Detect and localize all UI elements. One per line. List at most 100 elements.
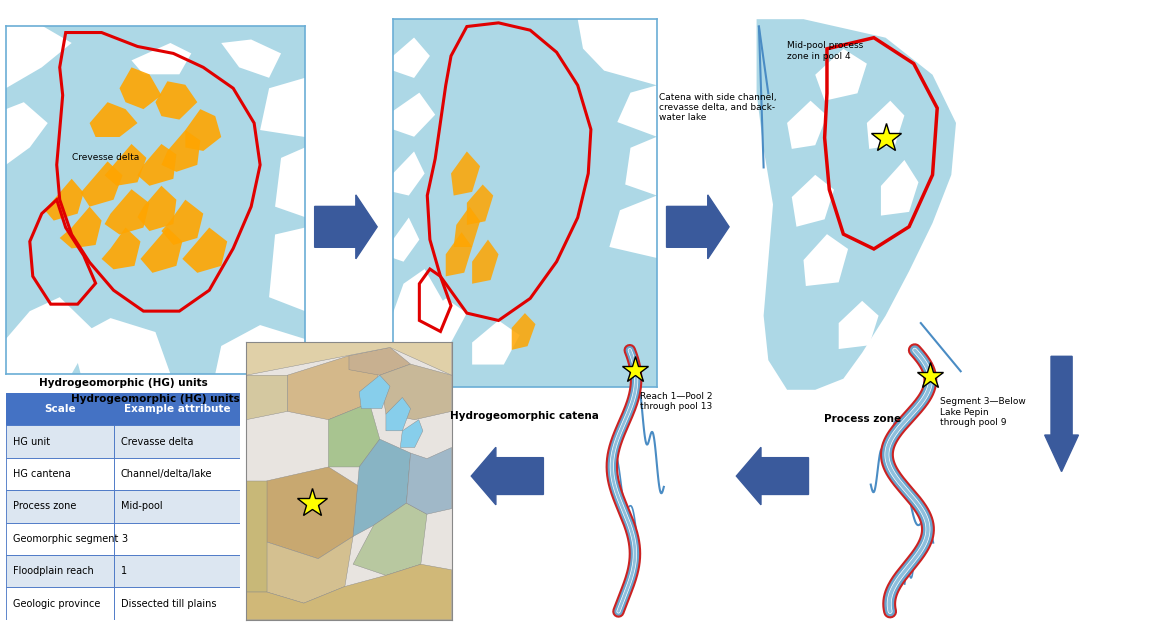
Polygon shape: [182, 227, 228, 273]
Polygon shape: [787, 101, 827, 149]
Polygon shape: [6, 297, 95, 374]
Polygon shape: [6, 102, 48, 165]
Polygon shape: [246, 342, 452, 375]
Polygon shape: [120, 67, 162, 109]
FancyBboxPatch shape: [6, 490, 114, 523]
Text: Dissected till plains: Dissected till plains: [121, 599, 216, 608]
Text: Channel/delta/lake: Channel/delta/lake: [121, 469, 212, 479]
Polygon shape: [45, 179, 83, 220]
FancyBboxPatch shape: [6, 555, 114, 587]
Polygon shape: [162, 199, 203, 245]
Polygon shape: [81, 162, 122, 206]
Polygon shape: [815, 49, 867, 101]
Text: HG cantena: HG cantena: [13, 469, 70, 479]
FancyBboxPatch shape: [6, 523, 114, 555]
Polygon shape: [155, 81, 197, 119]
Polygon shape: [246, 481, 266, 592]
FancyArrow shape: [314, 195, 378, 259]
Polygon shape: [393, 151, 425, 196]
Polygon shape: [610, 196, 657, 258]
Text: Reach 1—Pool 2
through pool 13: Reach 1—Pool 2 through pool 13: [639, 392, 712, 412]
Polygon shape: [472, 240, 499, 284]
Polygon shape: [578, 19, 657, 86]
Polygon shape: [393, 269, 446, 350]
Text: Process zone: Process zone: [13, 502, 76, 511]
Text: 1: 1: [121, 566, 127, 576]
Text: Hydrogeomorphic (HG) units: Hydrogeomorphic (HG) units: [39, 378, 208, 388]
Text: Hydrogeomorphic (HG) units: Hydrogeomorphic (HG) units: [72, 394, 239, 404]
FancyBboxPatch shape: [114, 426, 240, 458]
Text: Floodplain reach: Floodplain reach: [13, 566, 94, 576]
Polygon shape: [185, 109, 222, 151]
Text: Geomorphic segment: Geomorphic segment: [13, 534, 118, 544]
Polygon shape: [420, 298, 467, 343]
Text: Geologic province: Geologic province: [13, 599, 100, 608]
FancyBboxPatch shape: [114, 393, 240, 426]
FancyBboxPatch shape: [114, 555, 240, 587]
Polygon shape: [446, 233, 472, 276]
FancyBboxPatch shape: [6, 426, 114, 458]
Polygon shape: [104, 189, 149, 235]
Polygon shape: [393, 217, 420, 262]
FancyBboxPatch shape: [6, 458, 114, 490]
Text: Crevasse delta: Crevasse delta: [121, 436, 194, 447]
Polygon shape: [274, 148, 305, 217]
Text: HG unit: HG unit: [13, 436, 50, 447]
Polygon shape: [380, 364, 452, 420]
Polygon shape: [867, 101, 904, 149]
Text: Example attribute: Example attribute: [124, 404, 230, 414]
Polygon shape: [246, 564, 452, 620]
Polygon shape: [137, 144, 176, 186]
Polygon shape: [839, 301, 879, 349]
Polygon shape: [353, 439, 411, 537]
Polygon shape: [89, 102, 137, 137]
Polygon shape: [72, 318, 170, 374]
Polygon shape: [328, 403, 380, 467]
FancyBboxPatch shape: [6, 587, 114, 620]
FancyBboxPatch shape: [114, 587, 240, 620]
FancyBboxPatch shape: [114, 490, 240, 523]
Polygon shape: [222, 40, 282, 78]
Polygon shape: [350, 348, 411, 375]
Polygon shape: [617, 86, 657, 137]
Text: Segment 3—Below
Lake Pepin
through pool 9: Segment 3—Below Lake Pepin through pool …: [940, 397, 1026, 427]
Polygon shape: [757, 19, 956, 390]
Polygon shape: [472, 321, 520, 364]
Polygon shape: [792, 175, 834, 227]
Polygon shape: [102, 227, 141, 270]
Polygon shape: [266, 467, 359, 558]
FancyArrow shape: [666, 195, 730, 259]
Polygon shape: [454, 206, 480, 247]
Text: Mid-pool: Mid-pool: [121, 502, 162, 511]
Polygon shape: [287, 356, 380, 420]
Polygon shape: [400, 420, 422, 447]
FancyArrow shape: [1045, 357, 1078, 472]
Polygon shape: [359, 375, 389, 408]
Polygon shape: [804, 234, 848, 286]
Polygon shape: [452, 151, 480, 196]
Polygon shape: [467, 185, 494, 225]
FancyArrow shape: [737, 447, 808, 505]
Polygon shape: [104, 144, 147, 186]
FancyBboxPatch shape: [114, 523, 240, 555]
FancyArrow shape: [472, 447, 543, 505]
Text: Hydrogeomorphic catena: Hydrogeomorphic catena: [450, 411, 599, 421]
Polygon shape: [137, 186, 176, 231]
FancyBboxPatch shape: [6, 393, 114, 426]
Polygon shape: [881, 160, 918, 215]
Text: Process zone: Process zone: [823, 414, 901, 424]
Polygon shape: [625, 137, 657, 196]
Polygon shape: [6, 26, 72, 88]
Text: Scale: Scale: [45, 404, 75, 414]
Polygon shape: [393, 93, 435, 137]
Text: Crevesse delta: Crevesse delta: [72, 153, 138, 162]
FancyBboxPatch shape: [114, 458, 240, 490]
Polygon shape: [131, 43, 191, 74]
Text: 3: 3: [121, 534, 127, 544]
Polygon shape: [246, 375, 287, 420]
Polygon shape: [407, 447, 452, 514]
Polygon shape: [260, 78, 305, 137]
Polygon shape: [386, 397, 411, 431]
Polygon shape: [393, 38, 430, 78]
Polygon shape: [266, 537, 353, 603]
